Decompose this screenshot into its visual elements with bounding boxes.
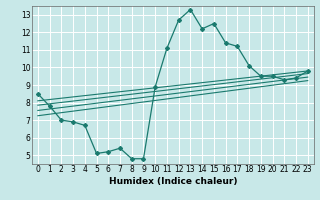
X-axis label: Humidex (Indice chaleur): Humidex (Indice chaleur) <box>108 177 237 186</box>
